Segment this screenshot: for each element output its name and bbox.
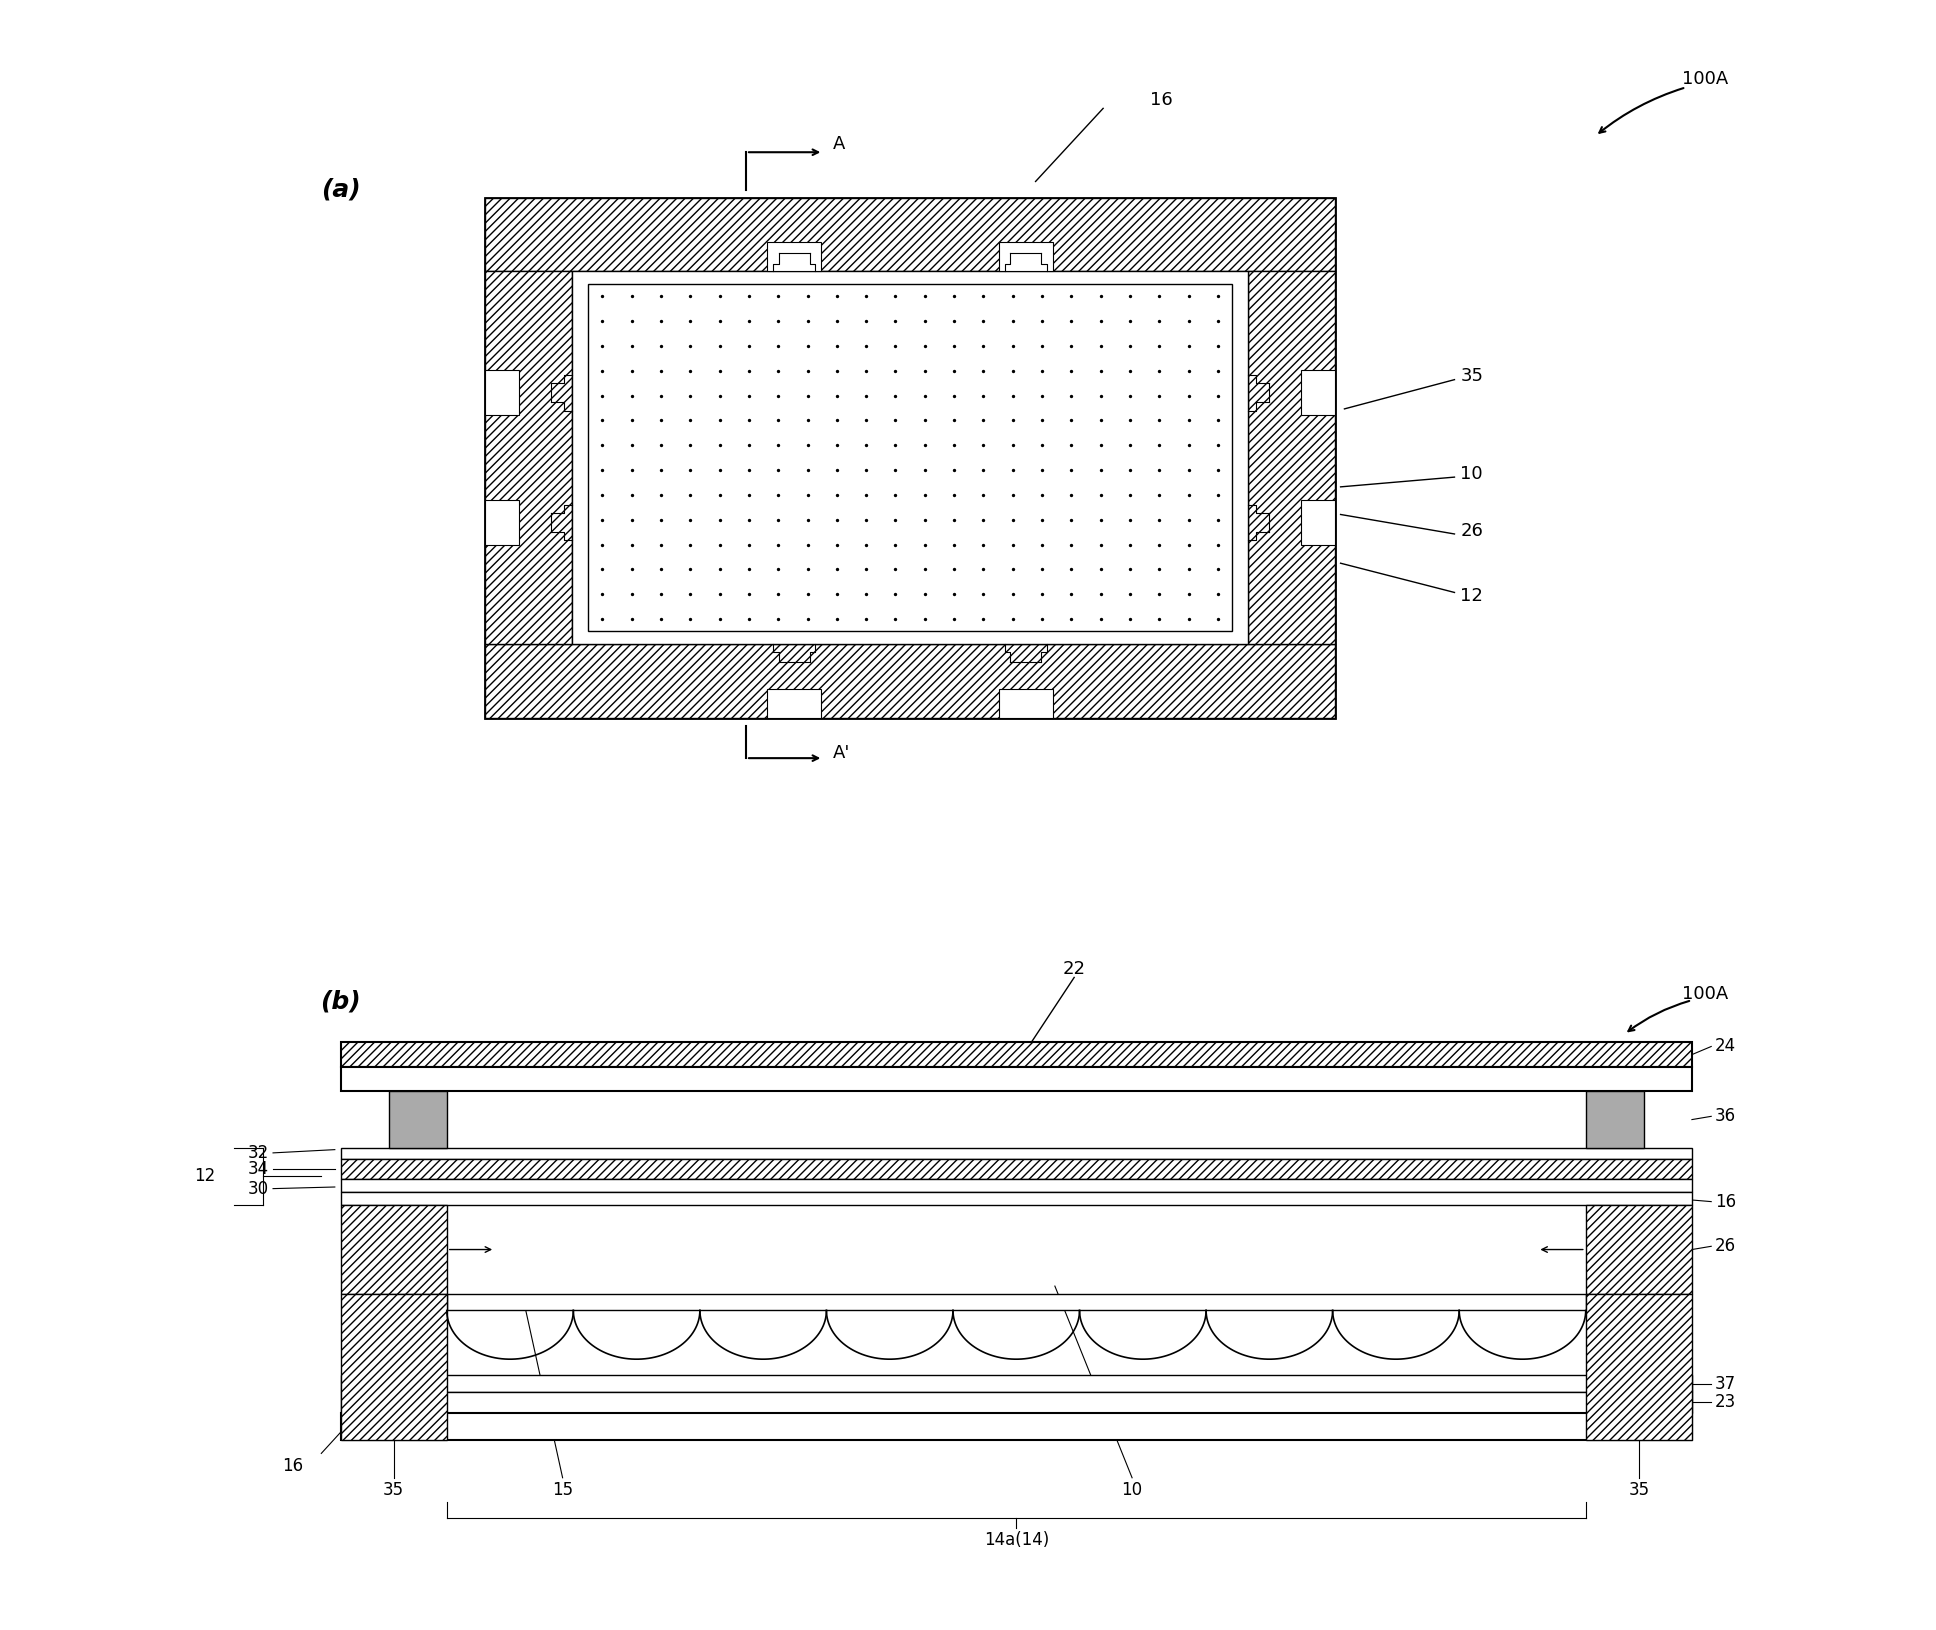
- Bar: [341, 1192, 1692, 1205]
- Bar: [1301, 500, 1334, 546]
- Text: 26: 26: [1460, 522, 1483, 540]
- Text: A': A': [832, 745, 850, 763]
- Bar: [767, 243, 821, 271]
- Text: (b): (b): [319, 989, 360, 1014]
- Text: 16: 16: [1715, 1193, 1737, 1211]
- Text: 12: 12: [194, 1167, 215, 1185]
- Bar: [1301, 370, 1334, 416]
- Bar: [1586, 1090, 1644, 1148]
- Text: 16: 16: [1150, 91, 1173, 109]
- Bar: [486, 197, 1334, 271]
- Bar: [767, 689, 821, 717]
- Text: 35: 35: [1628, 1482, 1649, 1500]
- Text: 100A: 100A: [1682, 985, 1729, 1002]
- Text: 16: 16: [283, 1457, 302, 1475]
- Bar: [341, 1392, 1692, 1413]
- Text: 15: 15: [552, 1482, 573, 1500]
- Text: 37: 37: [1715, 1374, 1737, 1392]
- Text: 30: 30: [248, 1180, 269, 1198]
- Text: 100A: 100A: [1682, 70, 1729, 88]
- Bar: [341, 1376, 1692, 1392]
- Bar: [341, 1148, 1692, 1159]
- Bar: [573, 271, 1249, 644]
- Bar: [486, 370, 519, 416]
- Bar: [447, 1294, 1586, 1311]
- Text: 14a(14): 14a(14): [983, 1531, 1049, 1550]
- Text: 22: 22: [1063, 960, 1086, 978]
- Text: 35: 35: [1460, 367, 1483, 385]
- Bar: [589, 284, 1233, 631]
- Text: 36: 36: [1715, 1107, 1737, 1125]
- Bar: [389, 1090, 447, 1148]
- Text: 12: 12: [1460, 587, 1483, 605]
- Bar: [486, 500, 519, 546]
- Text: 34: 34: [248, 1161, 269, 1178]
- Text: 32: 32: [248, 1144, 269, 1162]
- Bar: [999, 243, 1053, 271]
- Bar: [341, 1205, 447, 1294]
- Bar: [341, 1159, 1692, 1178]
- Text: 24: 24: [1715, 1037, 1737, 1056]
- Bar: [341, 1066, 1692, 1090]
- Text: A: A: [832, 135, 846, 153]
- Bar: [341, 1043, 1692, 1066]
- Text: 35: 35: [383, 1482, 405, 1500]
- Bar: [486, 197, 1334, 717]
- Bar: [1249, 271, 1334, 644]
- Bar: [486, 644, 1334, 717]
- Bar: [341, 1178, 1692, 1192]
- Bar: [1586, 1294, 1692, 1441]
- Text: 26: 26: [1715, 1237, 1737, 1255]
- Text: 23: 23: [1715, 1394, 1737, 1412]
- Bar: [1586, 1205, 1692, 1294]
- Text: 10: 10: [1460, 465, 1483, 482]
- Bar: [486, 271, 573, 644]
- Bar: [999, 689, 1053, 717]
- Text: 10: 10: [1121, 1482, 1142, 1500]
- Text: (a): (a): [321, 178, 360, 202]
- Bar: [341, 1413, 1692, 1441]
- Bar: [341, 1294, 447, 1441]
